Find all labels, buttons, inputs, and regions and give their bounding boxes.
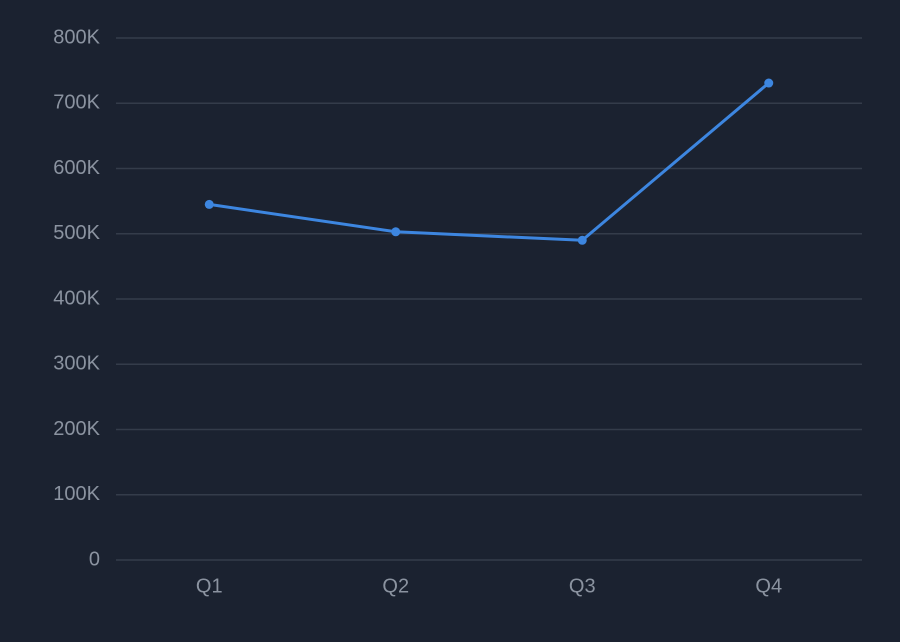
- y-tick-label: 400K: [53, 287, 100, 309]
- y-tick-label: 700K: [53, 92, 100, 114]
- y-tick-label: 600K: [53, 157, 100, 179]
- y-tick-label: 100K: [53, 483, 100, 505]
- point: [204, 199, 214, 209]
- y-tick-label: 500K: [53, 222, 100, 244]
- point: [764, 78, 774, 88]
- point: [577, 235, 587, 245]
- x-tick-label: Q2: [382, 575, 409, 597]
- point: [391, 227, 401, 237]
- y-tick-label: 200K: [53, 418, 100, 440]
- x-tick-label: Q1: [196, 575, 223, 597]
- y-tick-label: 800K: [53, 26, 100, 48]
- y-tick-label: 0: [89, 548, 100, 570]
- y-tick-label: 300K: [53, 353, 100, 375]
- x-tick-label: Q3: [569, 575, 596, 597]
- x-tick-label: Q4: [755, 575, 782, 597]
- line: [209, 81, 770, 242]
